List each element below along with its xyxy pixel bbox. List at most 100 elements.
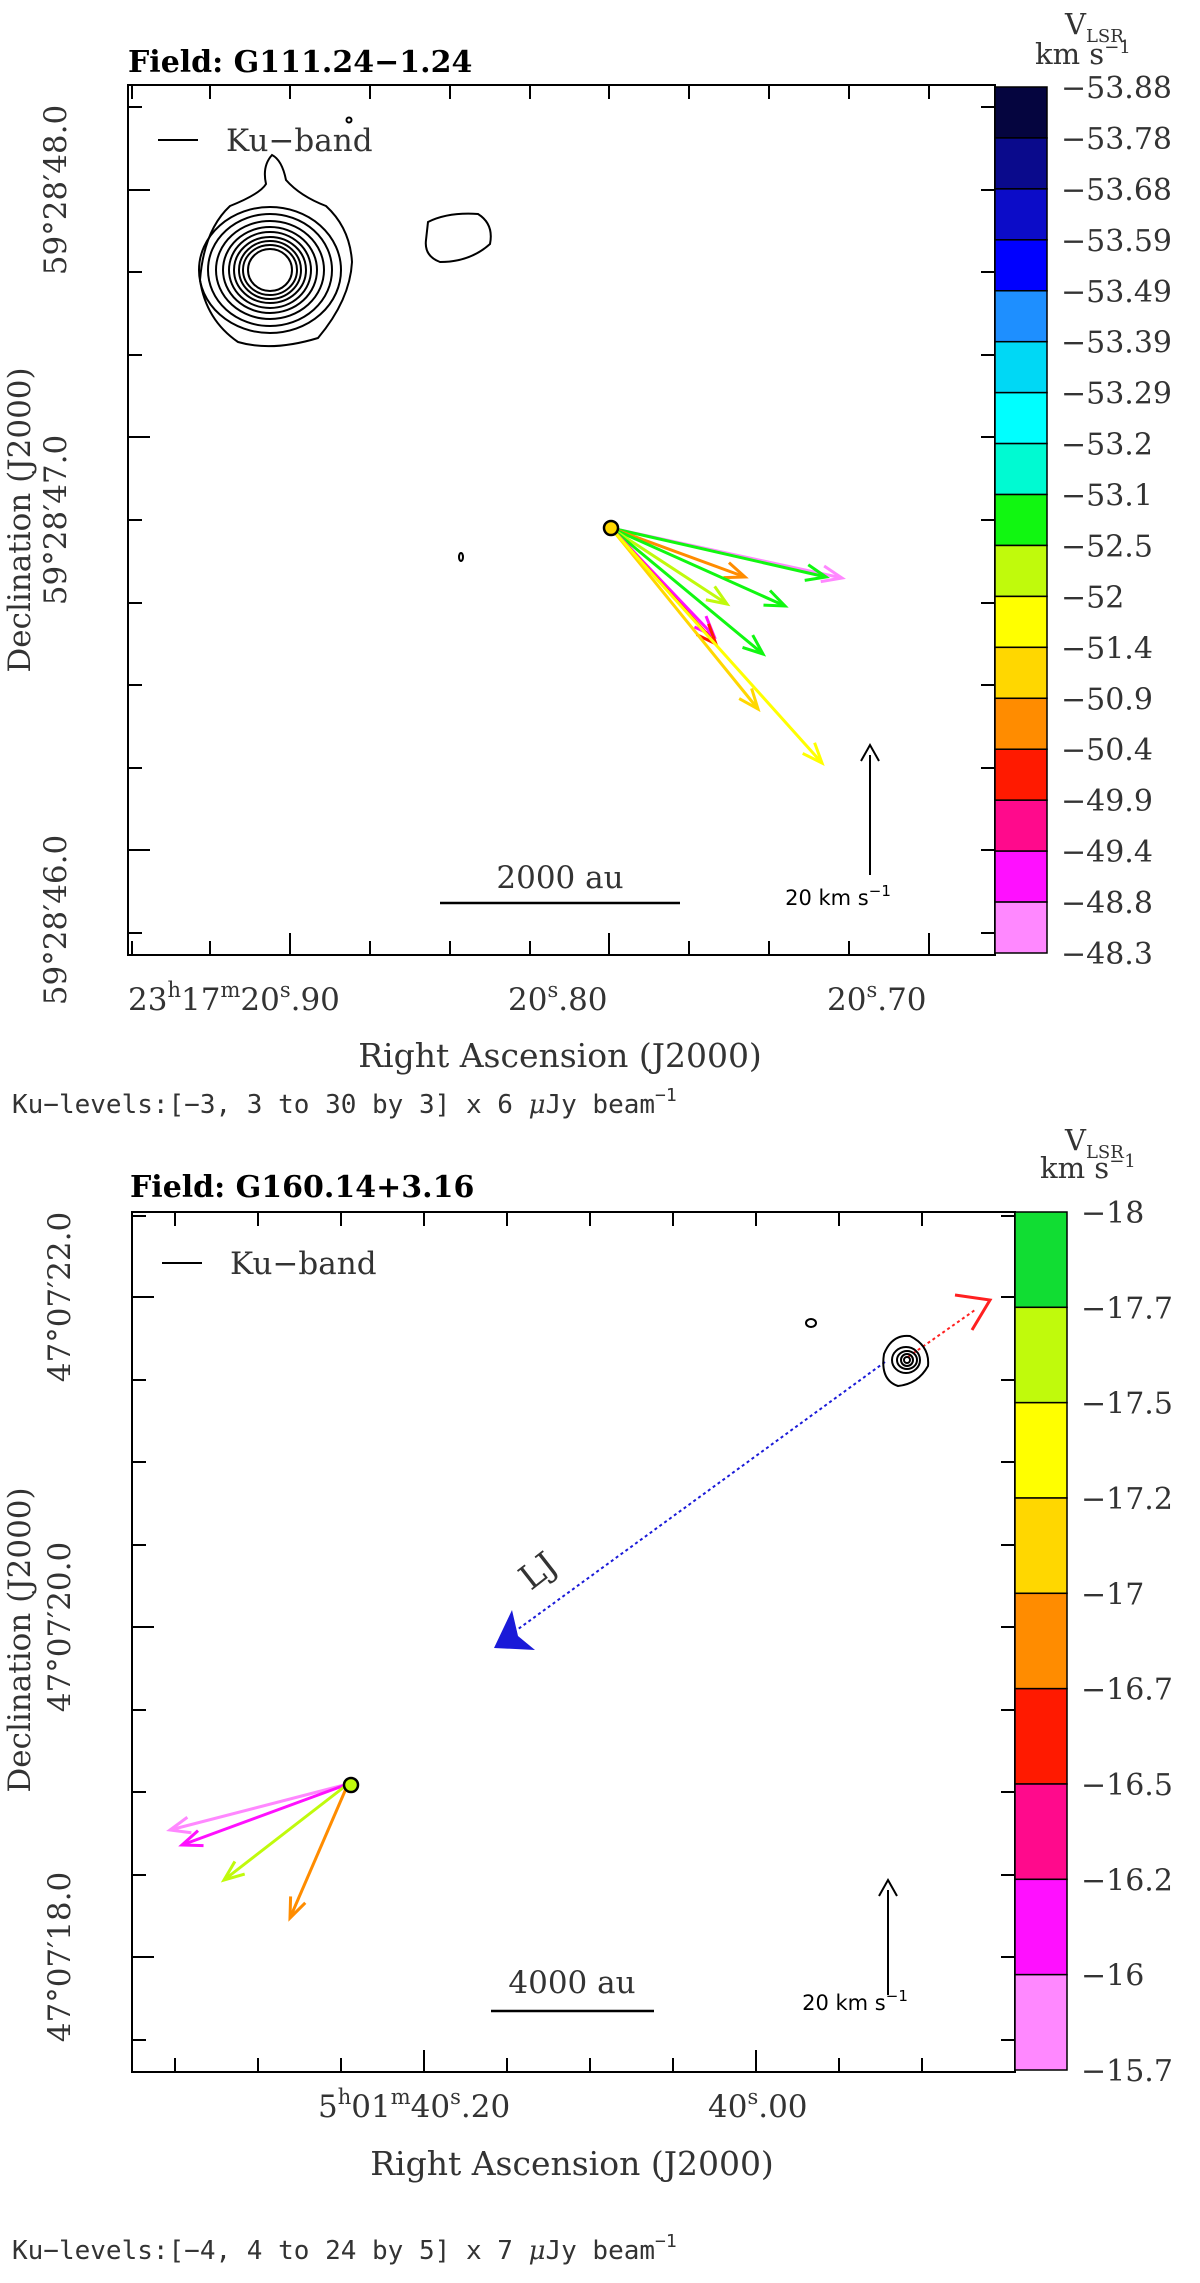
panel-1-ytick-label: 59°28′47.0 bbox=[38, 435, 74, 605]
colorbar-tick-label: −17.2 bbox=[1081, 1482, 1173, 1517]
colorbar-cell bbox=[1014, 1973, 1068, 2071]
maser-velocity-arrow bbox=[610, 526, 749, 580]
panel-2-contours bbox=[805, 1318, 930, 1388]
colorbar-cell bbox=[994, 340, 1048, 394]
panel-2-colorbar: −18 −17.7 −17.5 −17.2 −17 −16.7 −16.5 −16.2 −16 −… bbox=[1014, 1196, 1173, 2089]
colorbar-cell bbox=[994, 595, 1048, 649]
contour-ring bbox=[207, 213, 333, 327]
colorbar-cell bbox=[994, 442, 1048, 496]
maser-velocity-arrow bbox=[220, 1782, 349, 1883]
colorbar-tick-label: −48.8 bbox=[1061, 886, 1153, 921]
maser-velocity-arrow bbox=[288, 1783, 350, 1922]
panel-1: Field: G111.24−1.24 bbox=[2, 7, 1172, 1120]
panel-1-ylabel: Declination (J2000) bbox=[2, 367, 38, 672]
colorbar-tick-label: −53.2 bbox=[1061, 428, 1153, 463]
contour-ring bbox=[198, 206, 342, 334]
panel-1-title: Field: G111.24−1.24 bbox=[128, 45, 472, 80]
contour-ring bbox=[891, 1346, 921, 1374]
panel-2-velocity-label: 20 km s−1 bbox=[802, 1987, 908, 2015]
colorbar-tick-label: −49.9 bbox=[1061, 784, 1153, 819]
colorbar-cell bbox=[994, 391, 1048, 445]
colorbar-tick-label: −52 bbox=[1061, 580, 1124, 615]
contour-ring bbox=[900, 1353, 914, 1367]
maser-velocity-arrow bbox=[166, 1782, 349, 1835]
colorbar-tick-label: −17.5 bbox=[1081, 1387, 1173, 1422]
panel-1-colorbar-title: VLSR bbox=[1064, 7, 1124, 47]
colorbar-cell bbox=[994, 799, 1048, 852]
panel-2-xlabel: Right Ascension (J2000) bbox=[370, 2144, 774, 2183]
panel-1-ytick-label: 59°28′46.0 bbox=[38, 835, 74, 1005]
contour-ring bbox=[215, 220, 325, 320]
contour-dot bbox=[458, 552, 464, 562]
maser-velocity-arrow bbox=[609, 526, 825, 767]
colorbar-tick-label: −50.4 bbox=[1061, 733, 1153, 768]
panel-1-ticks bbox=[128, 85, 995, 955]
maser-velocity-arrow bbox=[609, 527, 761, 713]
contour-ring bbox=[896, 1350, 918, 1370]
maser-velocity-arrow bbox=[610, 526, 731, 607]
colorbar-cell bbox=[994, 850, 1048, 903]
panel-1-xtick-label: 20s.70 bbox=[827, 978, 927, 1018]
colorbar-cell bbox=[994, 544, 1048, 598]
contour-ring bbox=[238, 240, 302, 300]
colorbar-tick-label: −53.78 bbox=[1061, 122, 1172, 157]
panel-2-scale-label: 4000 au bbox=[508, 1965, 635, 2001]
colorbar-cell bbox=[994, 239, 1048, 292]
colorbar-cell bbox=[994, 290, 1048, 343]
colorbar-tick-label: −15.7 bbox=[1081, 2054, 1173, 2089]
panel-1-plot-content bbox=[198, 116, 846, 767]
panel-2-ticks bbox=[132, 1212, 1015, 2072]
panel-2-ytick-label: 47°07′18.0 bbox=[42, 1872, 78, 2042]
colorbar-cell bbox=[994, 697, 1048, 750]
panel-1-legend-label: Ku−band bbox=[226, 123, 373, 159]
colorbar-tick-label: −48.3 bbox=[1061, 937, 1153, 972]
jet-arrowhead-blue bbox=[494, 1610, 535, 1650]
colorbar-tick-label: −53.88 bbox=[1061, 71, 1172, 106]
panel-1-maser-arrows bbox=[609, 526, 846, 767]
colorbar-tick-label: −16.5 bbox=[1081, 1768, 1173, 1803]
colorbar-cell bbox=[994, 137, 1048, 190]
panel-2-frame bbox=[131, 1211, 1016, 2073]
contour-ring bbox=[903, 1356, 911, 1364]
colorbar-cell bbox=[1014, 1497, 1068, 1595]
colorbar-tick-label: −49.4 bbox=[1061, 835, 1153, 870]
colorbar-tick-label: −18 bbox=[1081, 1196, 1144, 1231]
contour-outer bbox=[882, 1334, 930, 1388]
panel-2-velocity-arrowhead bbox=[878, 1877, 898, 1897]
panel-2-levels-caption: Ku−levels:[−4, 4 to 24 by 5] x 7 μJy bea… bbox=[12, 2231, 677, 2266]
contour-dot bbox=[805, 1318, 817, 1328]
maser-velocity-arrow bbox=[178, 1782, 349, 1848]
panel-2-ytick-label: 47°07′22.0 bbox=[42, 1212, 78, 1382]
panel-1-velocity-label: 20 km s−1 bbox=[785, 882, 891, 910]
colorbar-cell bbox=[994, 86, 1048, 139]
colorbar-tick-label: −53.68 bbox=[1061, 173, 1172, 208]
colorbar-cell bbox=[1014, 1211, 1068, 1309]
panel-2-colorbar-title: VLSR bbox=[1064, 1123, 1124, 1163]
maser-velocity-arrow bbox=[610, 526, 830, 582]
panel-1-xlabel: Right Ascension (J2000) bbox=[358, 1036, 762, 1075]
panel-1-colorbar: −53.88 −53.78 −53.68 −53.59 −53.49 −53.39 −53.… bbox=[994, 71, 1172, 972]
colorbar-cell bbox=[1014, 1878, 1068, 1976]
colorbar-cell bbox=[994, 748, 1048, 801]
panel-2-maser-arrows bbox=[166, 1782, 350, 1922]
colorbar-tick-label: −52.5 bbox=[1061, 529, 1153, 564]
colorbar-tick-label: −50.9 bbox=[1061, 682, 1153, 717]
colorbar-cell bbox=[1014, 1401, 1068, 1499]
panel-1-colorbar-units: km s−1 bbox=[1035, 37, 1131, 71]
panel-2-xtick-label: 5h01m40s.20 bbox=[318, 2085, 510, 2125]
contour-ring bbox=[222, 226, 318, 314]
panel-2: Field: G160.14+3.16 LJ bbox=[2, 1123, 1173, 2266]
maser-spot bbox=[342, 1776, 360, 1794]
jet-arrowhead-red bbox=[954, 1293, 993, 1331]
panel-1-xtick-label: 20s.80 bbox=[508, 978, 608, 1018]
panel-2-xtick-label: 40s.00 bbox=[708, 2085, 808, 2125]
panel-1-xtick-label: 23h17m20s.90 bbox=[128, 978, 340, 1018]
colorbar-cell bbox=[994, 188, 1048, 241]
colorbar-tick-label: −53.1 bbox=[1061, 479, 1153, 514]
panel-1-ytick-label: 59°28′48.0 bbox=[38, 105, 74, 275]
colorbar-tick-label: −53.39 bbox=[1061, 326, 1172, 361]
colorbar-cell bbox=[994, 646, 1048, 700]
maser-spot bbox=[602, 519, 620, 537]
panel-2-plot-content bbox=[166, 1293, 993, 1922]
